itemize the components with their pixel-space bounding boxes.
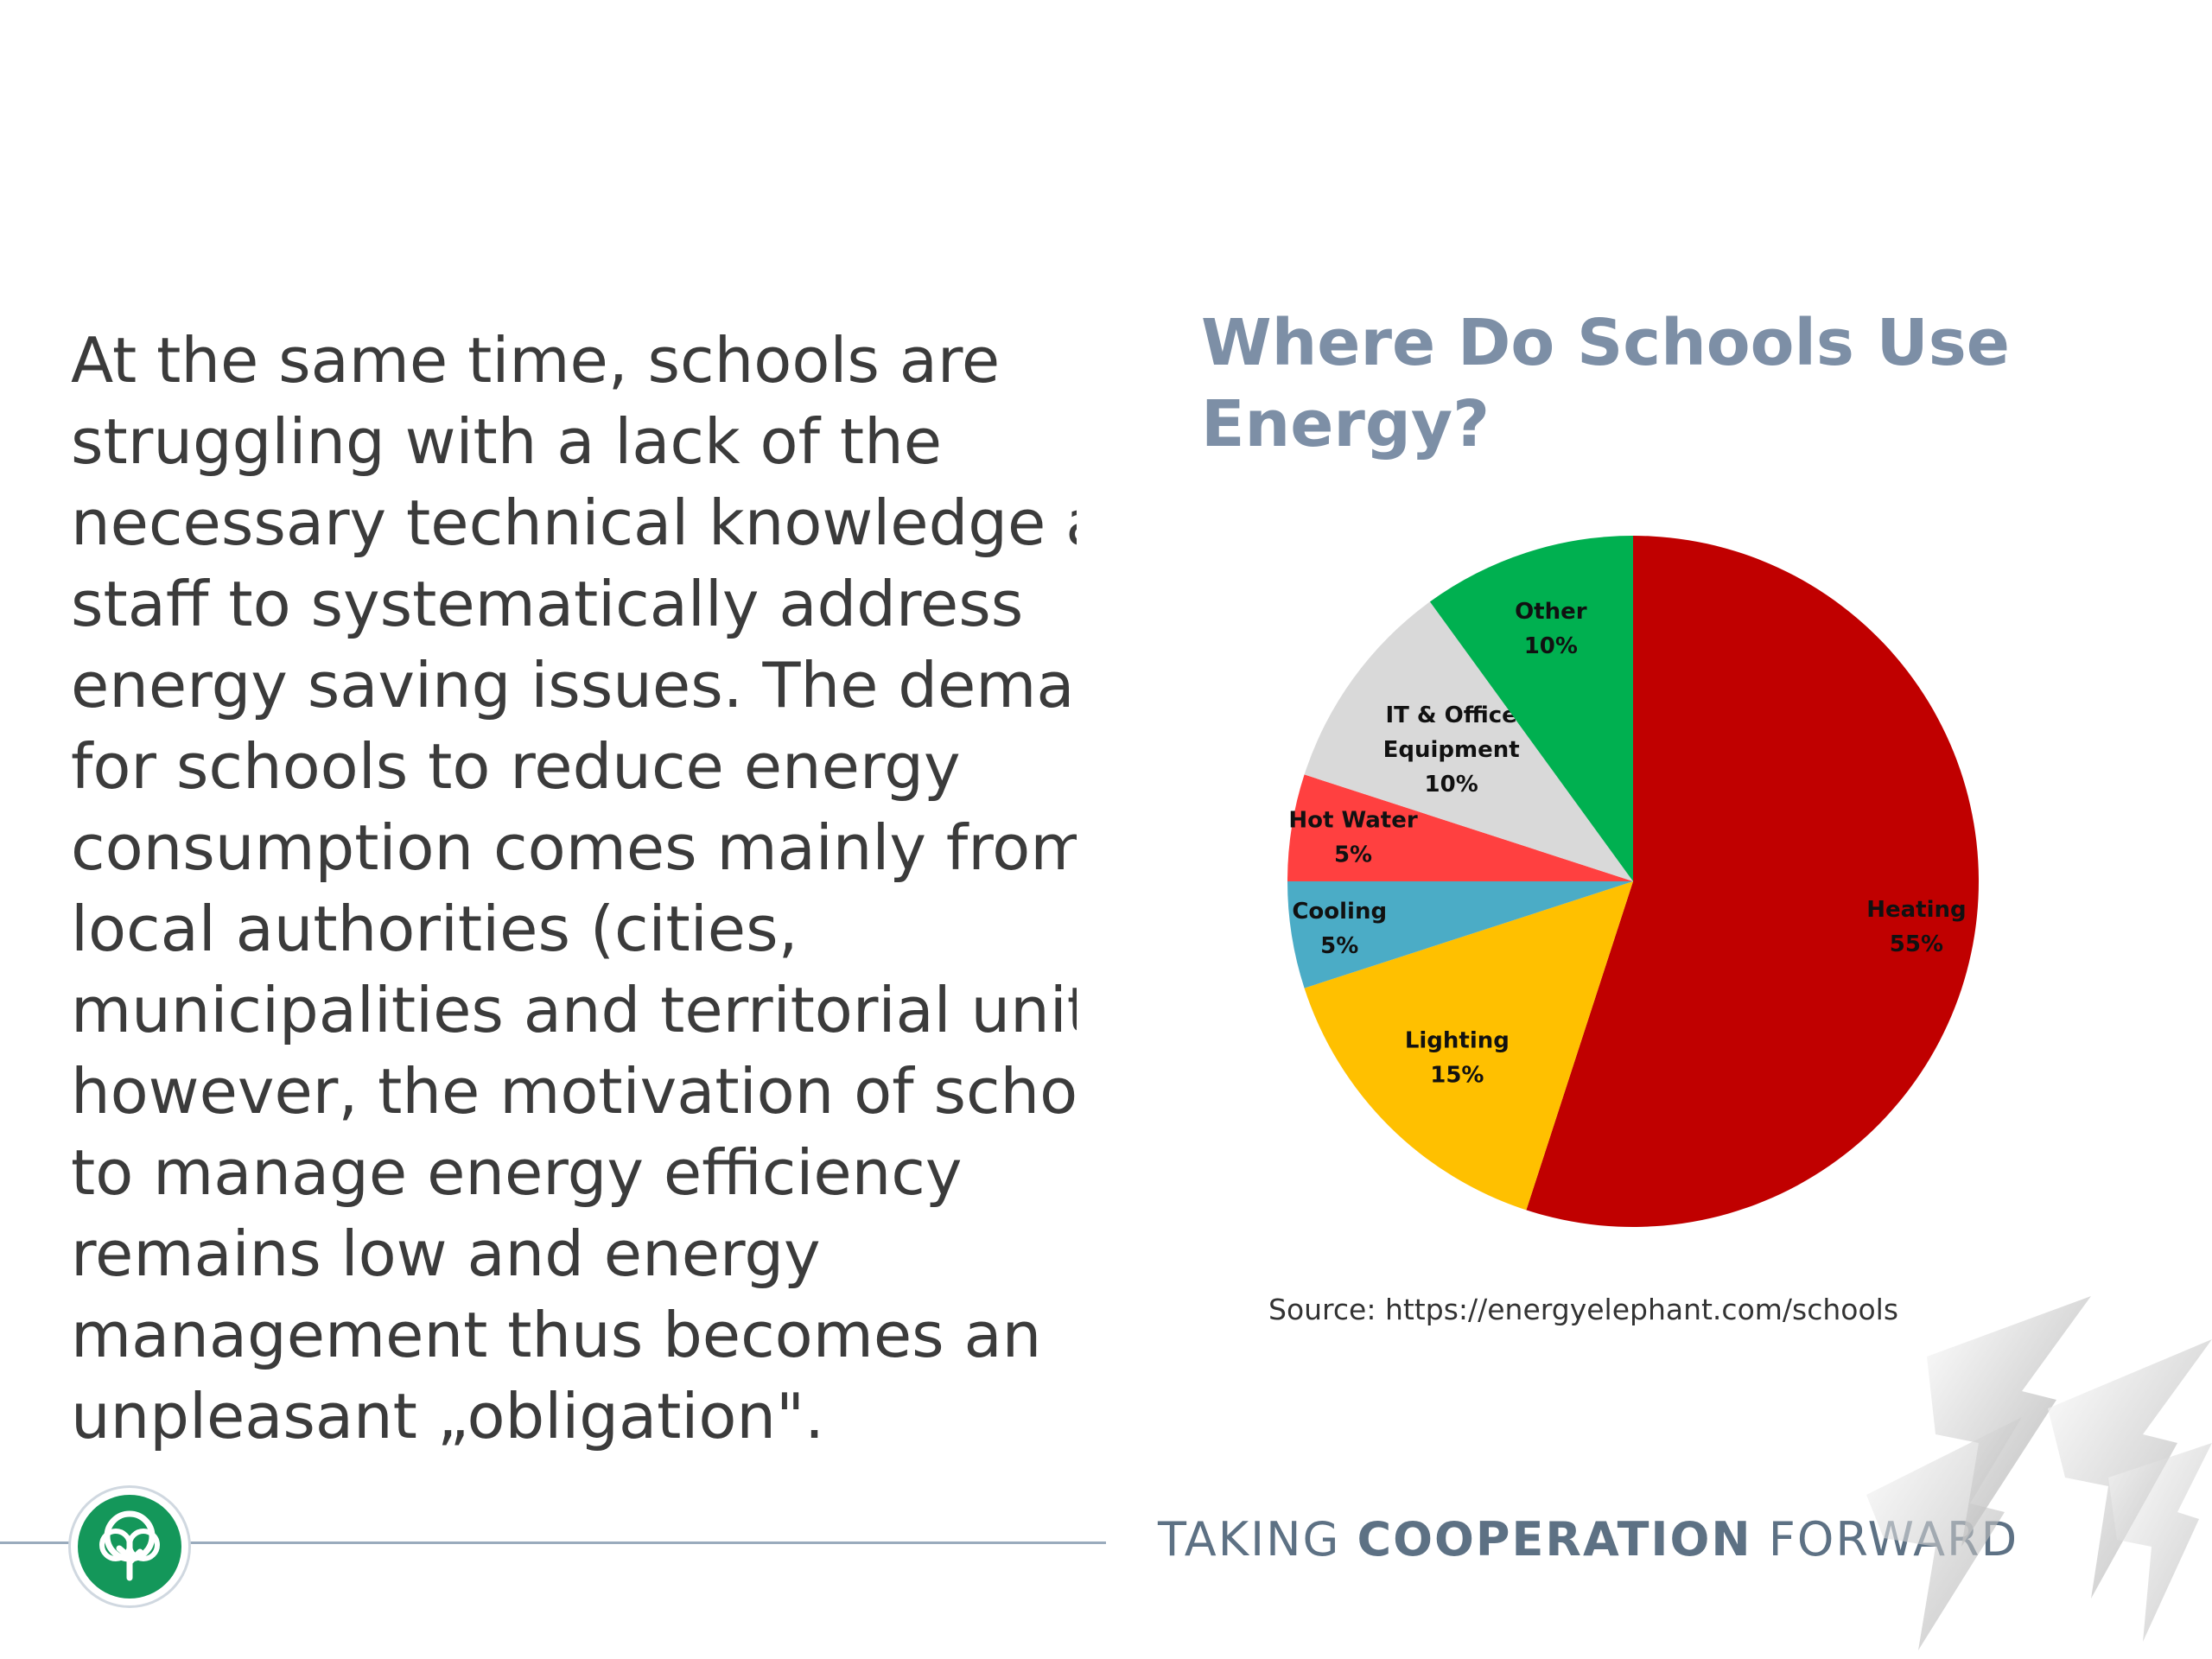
pie-label-it-office-equipment: IT & Office Equipment 10% (1383, 702, 1520, 798)
pie-slice-hot-water (1287, 774, 1633, 881)
body-line: staff to systematically address (71, 568, 1024, 640)
body-line: local authorities (cities, (71, 893, 798, 965)
pie-slice-it-office-equipment (1304, 601, 1633, 881)
source-citation: Source: https://energyelephant.com/schoo… (1268, 1293, 1899, 1326)
body-line: remains low and energy (71, 1217, 821, 1290)
pie-label-heating: Heating 55% (1866, 897, 1966, 957)
body-line: for schools to reduce energy (71, 730, 961, 803)
body-line: struggling with a lack of the (71, 405, 942, 478)
body-paragraph: At the same time, schools are struggling… (71, 320, 1077, 1460)
pie-slice-other (1429, 536, 1633, 881)
body-line: unpleasant „obligation". (71, 1380, 825, 1452)
body-line: management thus becomes an (71, 1299, 1042, 1371)
pie-label-lighting: Lighting 15% (1405, 1028, 1510, 1089)
footer-divider (0, 1541, 1106, 1544)
pie-slice-heating (1526, 536, 1979, 1227)
chart-title-line-1: Where Do Schools Use (1201, 306, 2010, 380)
tree-logo (71, 1488, 188, 1605)
tagline-part-1: TAKING (1158, 1512, 1357, 1567)
pie-label-other: Other 10% (1515, 599, 1587, 659)
pie-label-cooling: Cooling 5% (1292, 899, 1387, 959)
body-line: consumption comes mainly from (71, 811, 1077, 884)
tagline-part-2: COOPERATION (1357, 1512, 1752, 1567)
pie-slice-lighting (1304, 881, 1633, 1211)
pie-chart: Heating 55% Lighting 15% Cooling 5% Hot Water 5… (1287, 536, 1979, 1227)
body-line: to manage energy efficiency (71, 1136, 963, 1209)
body-line: however, the motivation of schools (71, 1055, 1077, 1128)
chart-title: Where Do Schools Use Energy? (1201, 302, 2010, 465)
tree-icon (78, 1495, 181, 1599)
body-line: municipalities and territorial units); (71, 974, 1077, 1046)
pie-slice-cooling (1287, 881, 1633, 988)
body-line: necessary technical knowledge and (71, 486, 1077, 559)
arrows-decoration-icon (1866, 1296, 2212, 1650)
body-line: energy saving issues. The demand (71, 649, 1077, 721)
pie-label-hot-water: Hot Water 5% (1288, 808, 1417, 868)
body-line: At the same time, schools are (71, 324, 1001, 397)
chart-title-line-2: Energy? (1201, 387, 1491, 461)
